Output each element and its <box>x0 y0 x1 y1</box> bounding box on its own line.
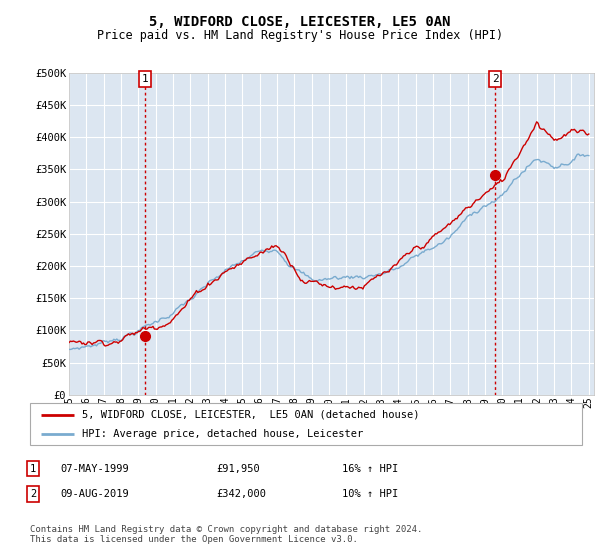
Text: 10% ↑ HPI: 10% ↑ HPI <box>342 489 398 499</box>
Text: 2: 2 <box>30 489 36 499</box>
Text: 1: 1 <box>30 464 36 474</box>
Text: £342,000: £342,000 <box>216 489 266 499</box>
Text: 16% ↑ HPI: 16% ↑ HPI <box>342 464 398 474</box>
Text: 5, WIDFORD CLOSE, LEICESTER,  LE5 0AN (detached house): 5, WIDFORD CLOSE, LEICESTER, LE5 0AN (de… <box>82 409 420 419</box>
Text: 07-MAY-1999: 07-MAY-1999 <box>60 464 129 474</box>
Text: £91,950: £91,950 <box>216 464 260 474</box>
FancyBboxPatch shape <box>30 403 582 445</box>
Text: Price paid vs. HM Land Registry's House Price Index (HPI): Price paid vs. HM Land Registry's House … <box>97 29 503 42</box>
Text: Contains HM Land Registry data © Crown copyright and database right 2024.
This d: Contains HM Land Registry data © Crown c… <box>30 525 422 544</box>
Text: HPI: Average price, detached house, Leicester: HPI: Average price, detached house, Leic… <box>82 429 364 439</box>
Text: 09-AUG-2019: 09-AUG-2019 <box>60 489 129 499</box>
Text: 1: 1 <box>142 74 148 84</box>
Text: 5, WIDFORD CLOSE, LEICESTER, LE5 0AN: 5, WIDFORD CLOSE, LEICESTER, LE5 0AN <box>149 15 451 29</box>
Text: 2: 2 <box>491 74 499 84</box>
